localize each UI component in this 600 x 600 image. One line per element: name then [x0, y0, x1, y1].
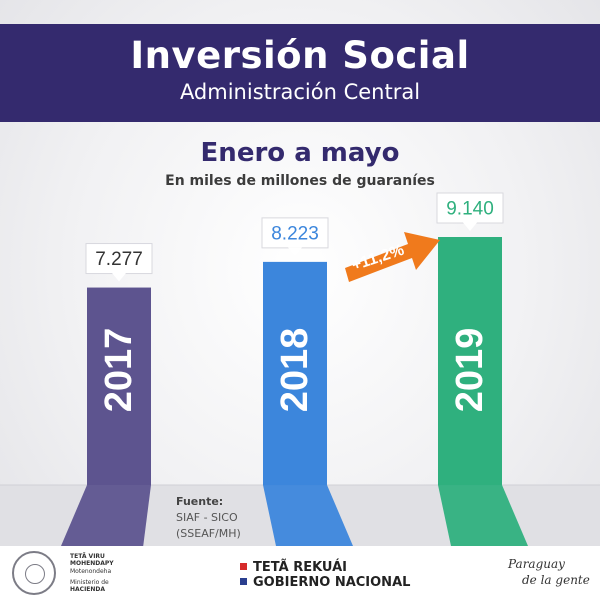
bar-floor-extension: [61, 485, 151, 546]
ministry-line-1: TETÃ VIRU: [70, 553, 105, 560]
slogan-line-2: de la gente: [522, 573, 590, 587]
value-label: 7.277: [95, 249, 143, 270]
value-label: 8.223: [271, 223, 319, 244]
value-callout: [85, 243, 153, 275]
year-label: 2017: [98, 328, 140, 413]
gov-line-2: GOBIERNO NACIONAL: [253, 575, 411, 590]
ministry-line-4: Ministerio de: [70, 579, 109, 586]
banner-subtitle: Administración Central: [179, 80, 421, 104]
callout-pointer: [288, 247, 302, 256]
bar: [87, 287, 151, 485]
ministry-line-2: MOHENDAPY: [70, 560, 114, 567]
ministry-line-5: HACIENDA: [70, 586, 106, 593]
callout-pointer: [112, 273, 126, 282]
source-line-1: SIAF - SICO: [176, 511, 238, 524]
source-note: Fuente: SIAF - SICO (SSEAF/MH): [176, 494, 241, 542]
main-title: Inversión Social: [130, 34, 470, 77]
growth-arrow-icon: [345, 232, 440, 282]
government-logo: TETÃ REKUÁI GOBIERNO NACIONAL: [240, 560, 410, 590]
bar: [438, 237, 502, 485]
footer: TETÃ VIRU MOHENDAPY Motenondeha Minister…: [0, 546, 600, 600]
value-label: 9.140: [446, 199, 494, 220]
slogan: Paraguay de la gente: [508, 556, 590, 588]
red-square-icon: [240, 563, 247, 570]
period-heading: Enero a mayo: [200, 138, 400, 168]
ministry-line-3: Motenondeha: [70, 568, 112, 575]
title-banner: Inversión Social Administración Central: [0, 24, 600, 122]
value-callout: [261, 217, 329, 249]
gov-line-1: TETÃ REKUÁI: [253, 560, 347, 575]
source-label: Fuente:: [176, 495, 224, 508]
bar: [263, 261, 327, 485]
bar-floor-extension: [438, 485, 528, 546]
national-seal-icon: [12, 551, 56, 595]
unit-note: En miles de millones de guaraníes: [165, 173, 435, 189]
slogan-line-1: Paraguay: [508, 557, 565, 571]
year-label: 2019: [449, 328, 491, 413]
bar-floor-extension: [263, 485, 353, 546]
source-line-2: (SSEAF/MH): [176, 527, 241, 540]
year-label: 2018: [274, 328, 316, 413]
blue-square-icon: [240, 578, 247, 585]
callout-pointer: [463, 222, 477, 231]
